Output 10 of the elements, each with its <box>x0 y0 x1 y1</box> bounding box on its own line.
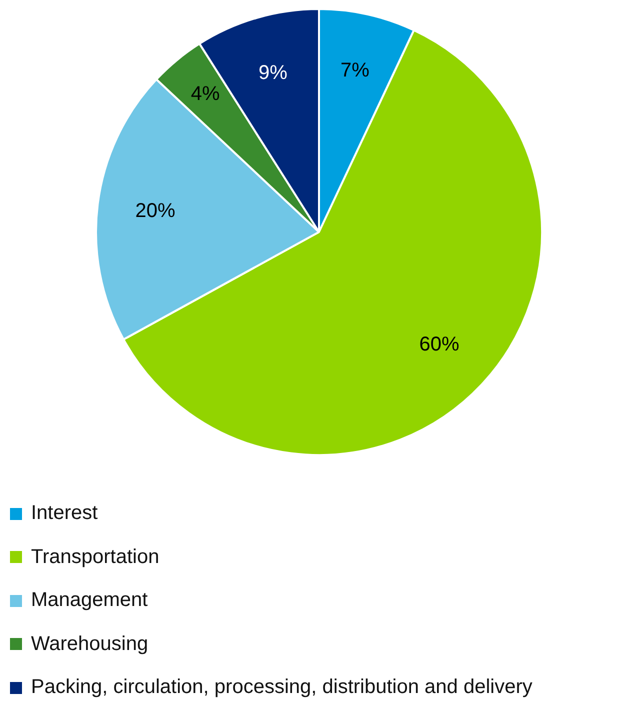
data-label: 9% <box>258 62 288 84</box>
data-label: 4% <box>190 83 220 106</box>
legend-label: Warehousing <box>31 632 148 656</box>
legend-label: Transportation <box>31 546 160 569</box>
data-label: 60% <box>419 333 460 356</box>
legend-label: Management <box>31 589 148 612</box>
data-label: 7% <box>340 59 370 82</box>
legend-label: Interest <box>31 502 98 526</box>
data-label: 20% <box>135 200 176 222</box>
legend-label: Packing, circulation, processing, distribution and delivery <box>31 676 532 700</box>
